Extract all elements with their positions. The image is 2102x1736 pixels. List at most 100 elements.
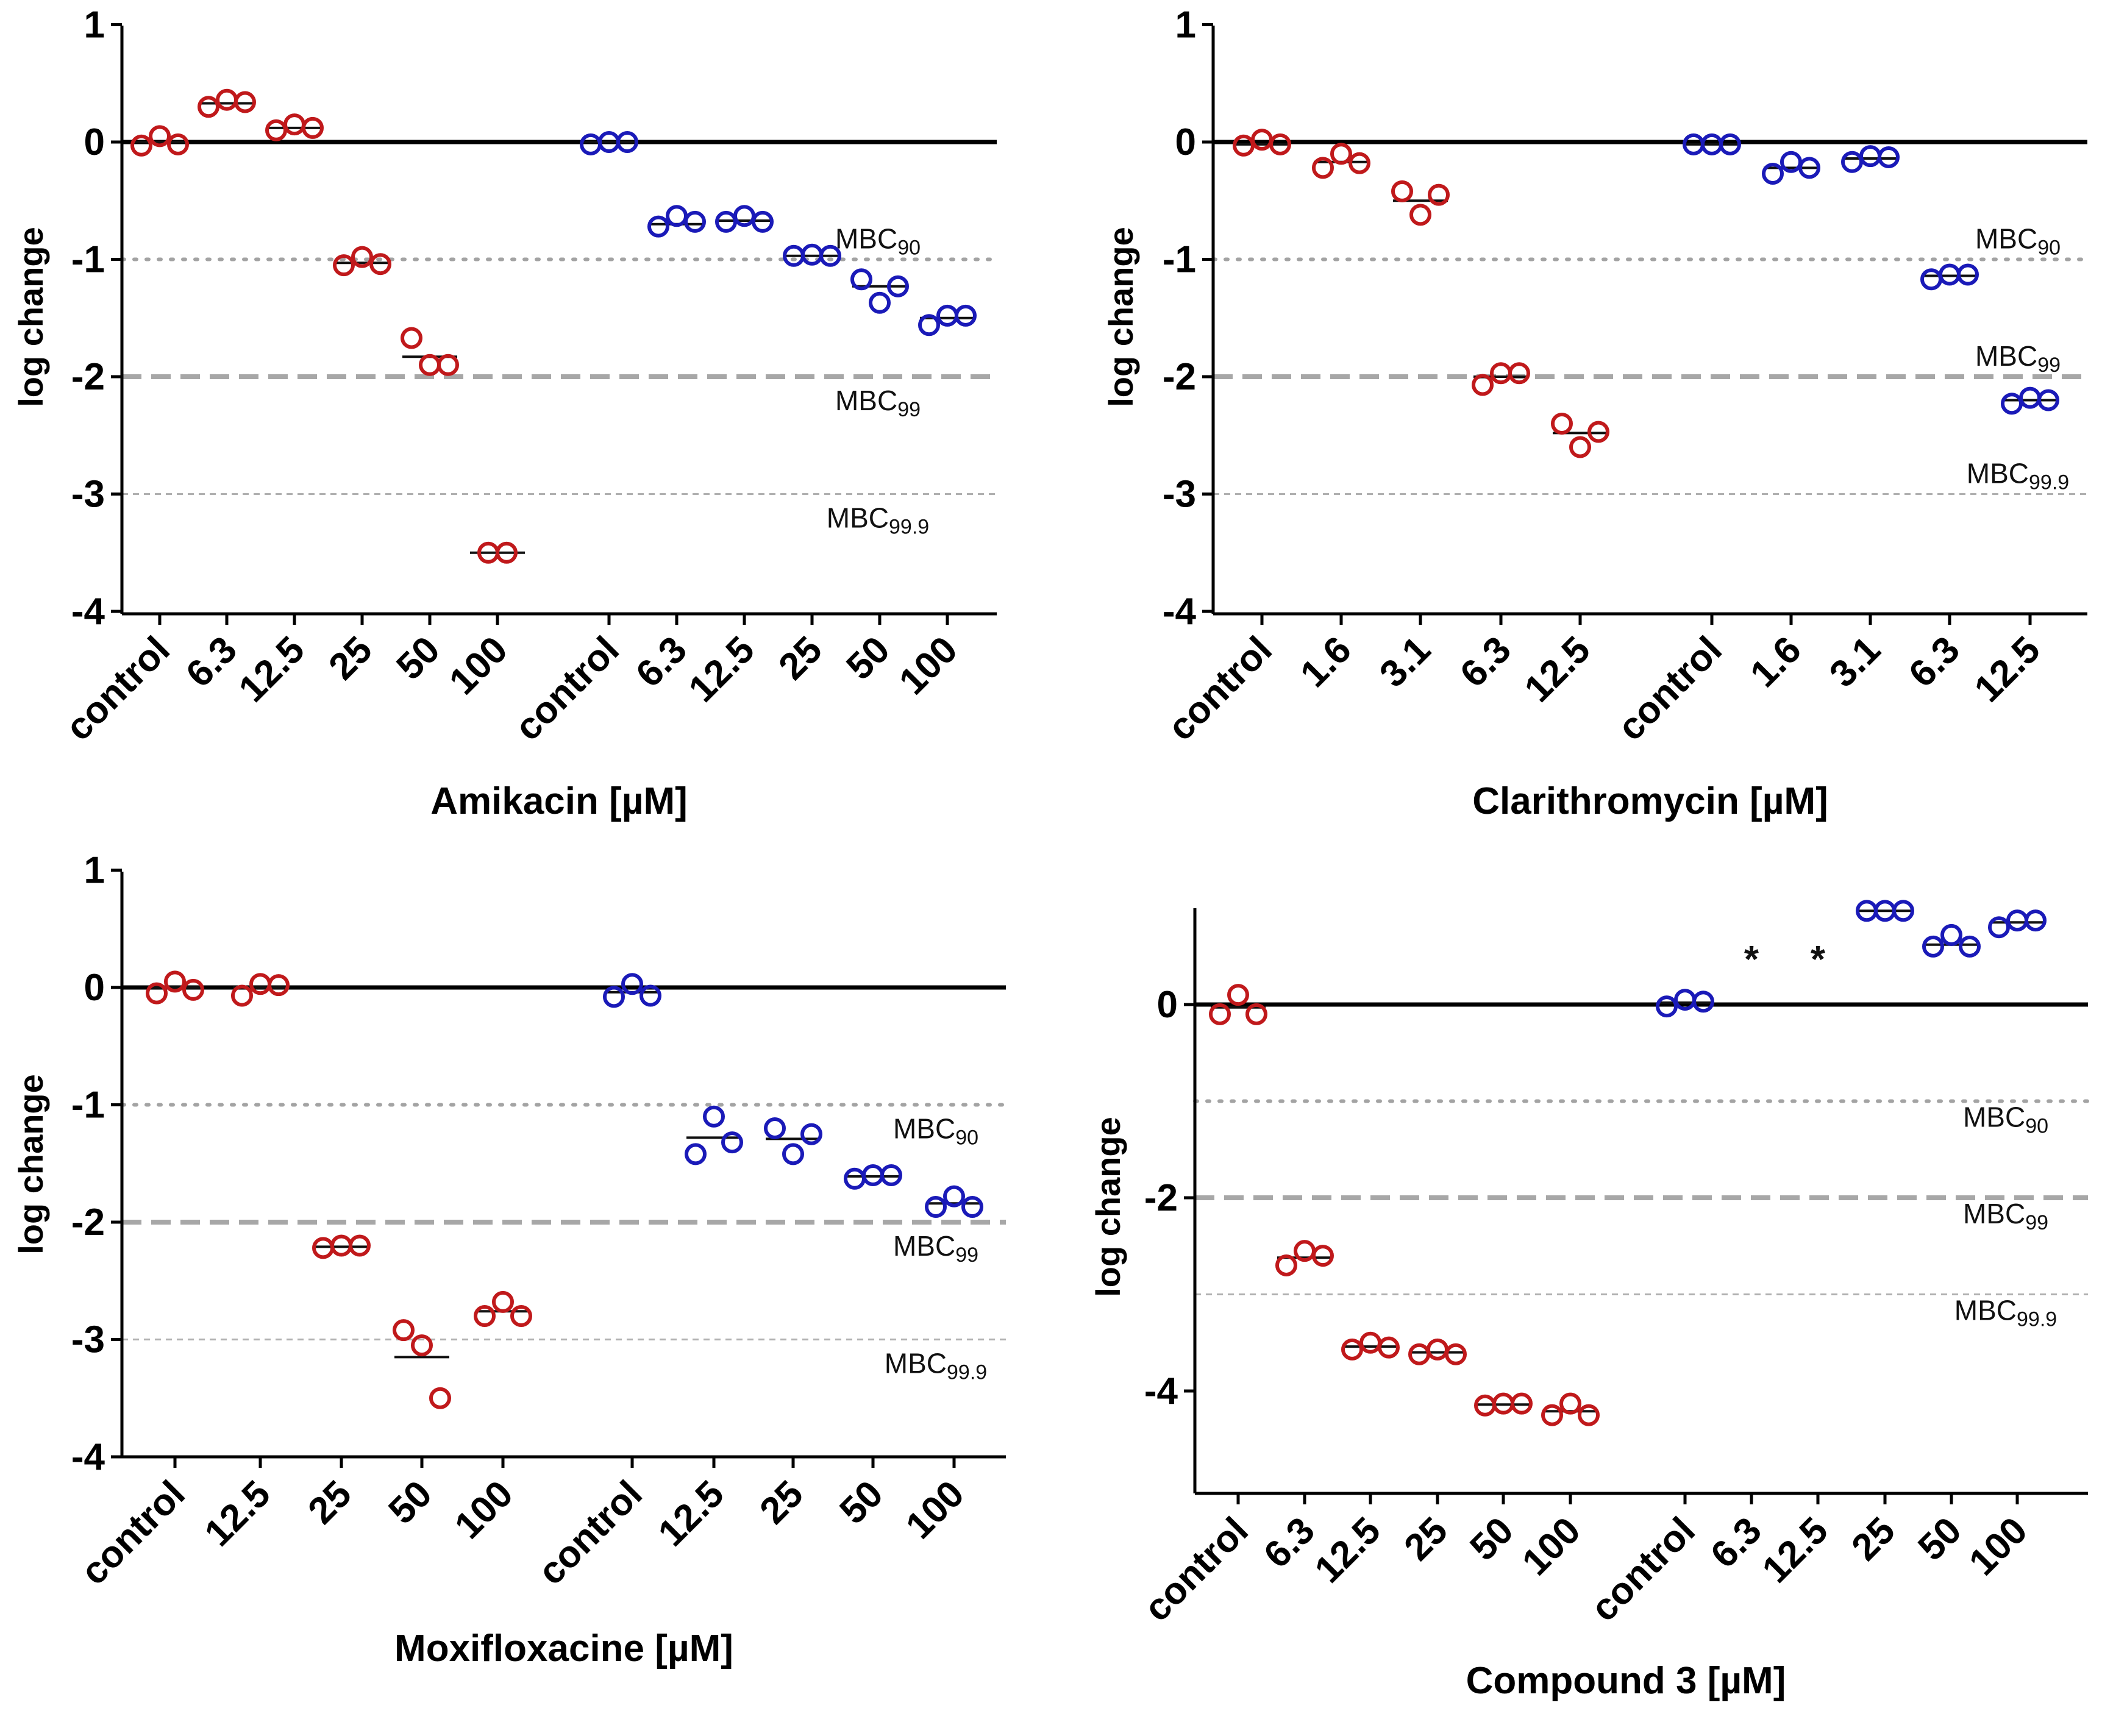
data-point — [1940, 923, 1962, 946]
x-tick-label: 25 — [300, 1473, 360, 1532]
data-point — [733, 205, 755, 227]
data-point — [198, 96, 219, 118]
x-tick-label: 12.5 — [231, 628, 313, 710]
x-tick-label: 1.6 — [1742, 628, 1809, 695]
data-point — [850, 268, 872, 291]
data-point — [510, 1305, 532, 1327]
x-tick-label: 50 — [388, 628, 448, 688]
y-tick-label: -2 — [71, 1201, 105, 1243]
data-point — [684, 210, 706, 233]
y-tick-label: -2 — [1163, 356, 1196, 398]
mbc-label-99.9: MBC99.9 — [1967, 458, 2069, 494]
mbc-label-main: MBC — [827, 502, 889, 534]
y-axis-label: log change — [1102, 227, 1140, 407]
y-tick-label: -4 — [1144, 1370, 1178, 1412]
data-point — [800, 1123, 822, 1145]
data-point — [1559, 1392, 1581, 1415]
data-point — [393, 1319, 415, 1342]
y-tick-label: -4 — [71, 591, 105, 633]
data-point — [1330, 143, 1352, 165]
y-axis-label: log change — [1089, 1117, 1127, 1297]
data-point — [955, 304, 977, 327]
x-tick-label: 100 — [447, 1473, 521, 1547]
data-point — [1692, 991, 1714, 1013]
data-point — [1656, 995, 1678, 1018]
mbc-label-99: MBC99 — [835, 385, 921, 421]
x-tick-label: 12.5 — [1307, 1509, 1389, 1591]
data-point — [580, 133, 602, 155]
data-point — [1427, 1338, 1448, 1361]
x-tick-label: control — [530, 1473, 650, 1593]
mbc-label-sub: 99 — [2025, 1211, 2048, 1234]
data-point — [231, 984, 253, 1007]
data-point — [647, 215, 669, 238]
data-point — [2006, 909, 2028, 932]
data-point — [1541, 1404, 1563, 1426]
mbc-label-main: MBC — [1967, 458, 2029, 489]
data-point — [1378, 1336, 1400, 1359]
data-point — [887, 275, 909, 297]
data-point — [234, 91, 256, 113]
mbc-label-main: MBC — [835, 385, 897, 416]
y-tick-label: 0 — [84, 121, 105, 163]
x-tick-label: 3.1 — [1822, 628, 1889, 695]
data-point — [703, 1105, 725, 1128]
x-tick-label: control — [1610, 628, 1730, 749]
y-axis-label: log change — [12, 1074, 50, 1254]
y-tick-label: -4 — [71, 1436, 105, 1478]
data-point — [496, 541, 518, 564]
x-axis-label: Clarithromycin [µM] — [1472, 780, 1828, 822]
y-tick-label: -1 — [71, 239, 105, 281]
star-marker: * — [1744, 939, 1759, 981]
x-tick-label: 12.5 — [1755, 1509, 1836, 1591]
mbc-label-sub: 90 — [897, 237, 921, 260]
data-point — [1227, 984, 1249, 1006]
data-point — [1551, 413, 1573, 435]
data-point — [782, 1143, 804, 1165]
x-tick-label: 12.5 — [681, 628, 763, 710]
mbc-label-99.9: MBC99.9 — [827, 502, 929, 539]
data-point — [1312, 1245, 1334, 1267]
mbc-label-99: MBC99 — [1963, 1198, 2048, 1234]
mbc-label-main: MBC — [1963, 1101, 2025, 1133]
y-tick-label: 0 — [1175, 121, 1196, 163]
data-point — [1841, 151, 1863, 173]
mbc-label-main: MBC — [1963, 1198, 2025, 1229]
mbc-label-sub: 90 — [2037, 237, 2061, 260]
x-tick-label: 100 — [1961, 1509, 2036, 1584]
x-tick-label: 12.5 — [1967, 628, 2048, 710]
mbc-label-99.9: MBC99.9 — [885, 1348, 987, 1384]
mbc-label-sub: 99.9 — [2017, 1308, 2057, 1331]
x-tick-label: control — [1160, 628, 1280, 749]
mbc-label-main: MBC — [893, 1113, 955, 1145]
x-tick-label: 50 — [380, 1473, 440, 1532]
data-point — [437, 354, 459, 376]
x-tick-label: 12.5 — [650, 1473, 732, 1554]
data-point — [167, 133, 189, 155]
data-point — [349, 1234, 371, 1257]
y-tick-label: 1 — [1175, 4, 1196, 46]
x-tick-label: 50 — [832, 1473, 891, 1532]
data-point — [411, 1334, 433, 1357]
data-point — [1859, 145, 1881, 168]
x-axis-label: Moxifloxacine [µM] — [394, 1628, 733, 1670]
mbc-label-90: MBC90 — [1963, 1101, 2048, 1138]
data-point — [1569, 436, 1591, 458]
data-point — [1508, 362, 1530, 385]
data-point — [369, 253, 391, 276]
data-point — [265, 119, 287, 141]
mbc-label-99: MBC99 — [893, 1230, 978, 1267]
data-point — [1409, 204, 1431, 226]
mbc-label-sub: 99.9 — [889, 516, 929, 539]
data-point — [880, 1164, 902, 1186]
data-point — [419, 354, 441, 376]
y-tick-label: 1 — [84, 850, 105, 892]
data-point — [146, 982, 168, 1005]
mbc-label-sub: 99.9 — [947, 1361, 987, 1384]
data-point — [1391, 180, 1413, 202]
mbc-label-90: MBC90 — [1975, 223, 2061, 260]
x-tick-label: 12.5 — [197, 1473, 279, 1554]
data-point — [752, 210, 774, 233]
